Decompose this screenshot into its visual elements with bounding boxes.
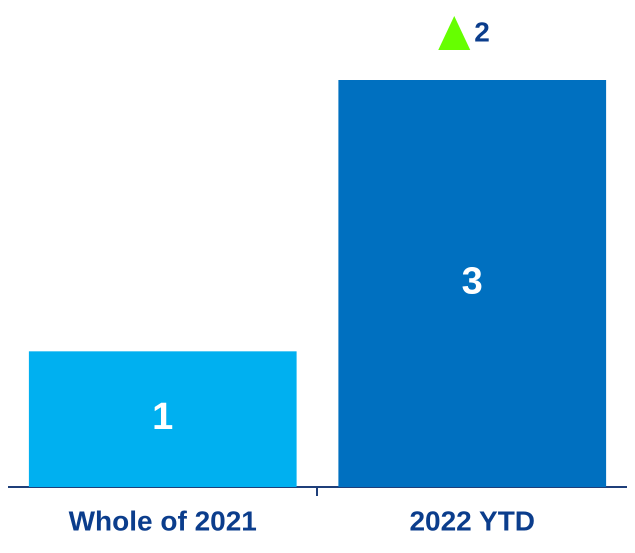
bar bbox=[338, 80, 607, 487]
x-tick-label: Whole of 2021 bbox=[69, 505, 257, 536]
value-label: 3 bbox=[462, 261, 483, 303]
bar bbox=[28, 351, 297, 487]
x-tick-label: 2022 YTD bbox=[409, 505, 535, 536]
value-label: 1 bbox=[152, 396, 173, 438]
up-arrow bbox=[438, 16, 471, 50]
annotation: 2 bbox=[474, 16, 490, 47]
